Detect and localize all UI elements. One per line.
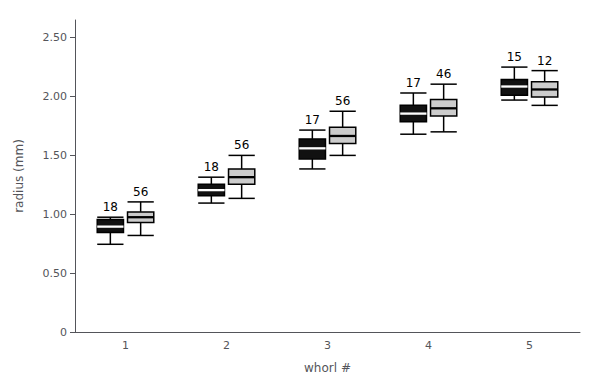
- svg-text:56: 56: [335, 94, 350, 108]
- svg-text:whorl #: whorl #: [304, 361, 351, 375]
- svg-text:2.00: 2.00: [43, 90, 68, 103]
- svg-text:1.50: 1.50: [43, 149, 68, 162]
- svg-text:0.50: 0.50: [43, 267, 68, 280]
- svg-text:1.00: 1.00: [43, 208, 68, 221]
- svg-text:4: 4: [425, 339, 432, 352]
- svg-text:3: 3: [324, 339, 331, 352]
- svg-text:5: 5: [526, 339, 533, 352]
- svg-text:18: 18: [204, 160, 219, 174]
- svg-text:17: 17: [406, 76, 421, 90]
- svg-text:56: 56: [133, 185, 148, 199]
- svg-text:2: 2: [223, 339, 230, 352]
- svg-text:17: 17: [305, 113, 320, 127]
- svg-text:46: 46: [436, 67, 451, 81]
- svg-text:15: 15: [507, 50, 522, 64]
- svg-text:56: 56: [234, 138, 249, 152]
- svg-text:1: 1: [122, 339, 129, 352]
- svg-text:2.50: 2.50: [43, 31, 68, 44]
- svg-text:radius (mm): radius (mm): [12, 139, 26, 213]
- svg-text:18: 18: [103, 200, 118, 214]
- svg-text:0: 0: [60, 326, 67, 339]
- svg-text:12: 12: [537, 54, 552, 68]
